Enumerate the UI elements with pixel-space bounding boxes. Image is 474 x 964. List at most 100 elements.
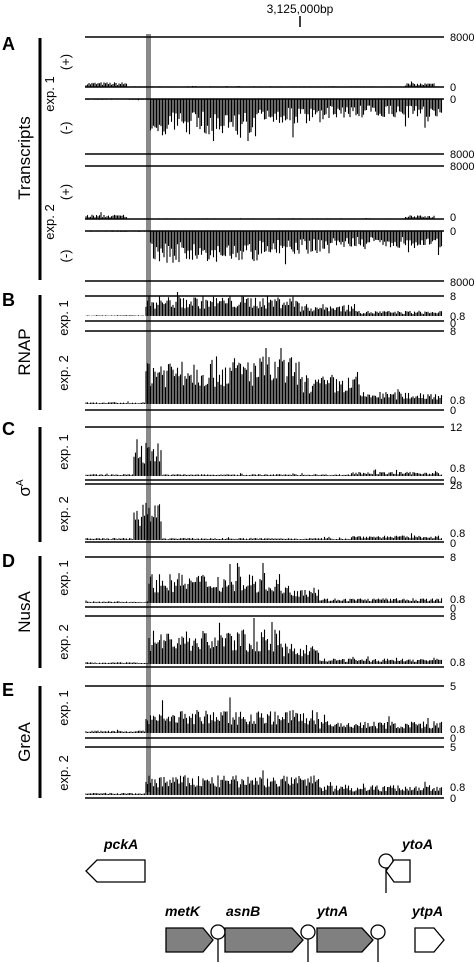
terminator-icon: [370, 924, 386, 940]
scale-top: 0: [450, 94, 456, 106]
exp-label-a1: exp. 1: [42, 76, 57, 111]
gene-arrow: [85, 859, 146, 883]
signal-bars-d-exp1: [85, 563, 443, 603]
gene-label: ytoA: [401, 836, 433, 852]
scale-top: 12: [450, 422, 462, 434]
group-label-nusa: NusA: [15, 591, 34, 633]
scale-top: 0: [450, 226, 456, 238]
group-label-transcripts: Transcripts: [15, 116, 34, 199]
scale-mid: 0.8: [450, 463, 465, 475]
track-a-exp1-plus: 8000 0 (+): [58, 32, 474, 94]
scale-top: 8000: [450, 161, 474, 173]
signal-bars: [85, 770, 443, 795]
signal-bars-c-exp1: [85, 439, 443, 476]
signal-bars-e-exp2: [85, 770, 443, 795]
track-b-exp1: 8 0.8 0 exp. 1: [56, 291, 465, 336]
sigma-superscript: A: [15, 479, 26, 486]
gene-label: asnB: [226, 903, 260, 919]
scale-top: 8: [450, 611, 456, 623]
signal-bars: [85, 212, 443, 219]
exp-label-a2: exp. 2: [42, 204, 57, 239]
exp-label: exp. 1: [56, 300, 71, 335]
scale-top: 5: [450, 681, 456, 693]
panel-letter-c: C: [2, 419, 15, 439]
terminator-icon: [210, 924, 226, 940]
exp-label: exp. 2: [56, 624, 71, 659]
signal-bars: [85, 81, 443, 87]
scale-bottom: 0: [450, 538, 456, 550]
signal-bars: [85, 99, 443, 141]
scale-mid: 0.8: [450, 724, 465, 736]
signal-bars: [85, 697, 443, 733]
track-b-exp2: 8 0.8 0 exp. 2: [56, 326, 465, 417]
signal-bars-a-exp2-minus: [85, 231, 443, 265]
scale-mid: 0.8: [450, 657, 465, 669]
coordinate-label: 3,125,000bp: [267, 2, 334, 16]
scale-top: 8000: [450, 32, 474, 44]
exp-label: exp. 1: [56, 434, 71, 469]
gene-arrow: [414, 927, 445, 953]
signal-bars-d-exp2: [85, 618, 443, 664]
gene-arrow: [224, 927, 304, 953]
strand-label: (-): [58, 250, 73, 263]
scale-mid: 0.8: [450, 594, 465, 606]
scale-bottom: 0: [450, 475, 456, 487]
scale-mid: 0.8: [450, 782, 465, 794]
scale-top: 8: [450, 291, 456, 303]
scale-top: 8: [450, 326, 456, 338]
gene-arrow: [165, 927, 214, 953]
gene-label: pckA: [103, 836, 138, 852]
signal-bars: [85, 439, 443, 476]
exp-label: exp. 1: [56, 560, 71, 595]
terminator-icon: [300, 924, 316, 940]
signal-bars-a-exp1-plus: [85, 81, 443, 87]
scale-bottom: 0: [450, 733, 456, 745]
gene-ytpa: ytpA: [411, 903, 445, 953]
group-label-sigma: σA: [15, 479, 34, 497]
signal-bars: [85, 563, 443, 603]
scale-bottom: 0: [450, 212, 456, 224]
highlight-line: [146, 34, 151, 792]
strand-label: (-): [58, 122, 73, 135]
scale-top: 28: [450, 480, 462, 492]
track-a-exp2-plus: 8000 0 (+): [58, 161, 474, 224]
gene-label: metK: [165, 903, 201, 919]
signal-bars-a-exp2-plus: [85, 212, 443, 219]
signal-bars-a-exp1-minus: [85, 99, 443, 141]
strand-label: (+): [58, 54, 73, 70]
gene-label: ytnA: [316, 903, 348, 919]
scale-bottom: 0: [450, 405, 456, 417]
exp-label: exp. 1: [56, 690, 71, 725]
track-c-exp2: 28 0.8 0 exp. 2: [56, 480, 465, 550]
gene-arrow: [316, 927, 374, 953]
exp-label: exp. 2: [56, 755, 71, 790]
signal-bars: [85, 618, 443, 664]
sigma-symbol: σ: [15, 486, 34, 497]
scale-top: 5: [450, 742, 456, 754]
scale-top: 8: [450, 552, 456, 564]
track-d-exp1: 8 0.8 0 exp. 1: [56, 552, 465, 615]
scale-mid: 0.8: [450, 528, 465, 540]
group-label-rnap: RNAP: [15, 328, 34, 375]
panel-letter-e: E: [2, 680, 14, 700]
gene-label: ytpA: [411, 903, 443, 919]
strand-label: (+): [58, 184, 73, 200]
scale-bottom: 0: [450, 82, 456, 94]
exp-label: exp. 2: [56, 496, 71, 531]
gene-metk: metK: [165, 903, 226, 962]
panel-letter-b: B: [2, 290, 15, 310]
gene-ytna: ytnA: [316, 903, 386, 962]
gene-pcka: pckA: [85, 836, 146, 883]
group-label-grea: GreA: [15, 722, 34, 762]
scale-bottom: 0: [450, 318, 456, 330]
signal-bars-c-exp2: [85, 502, 443, 540]
signal-bars-b-exp2: [85, 348, 443, 404]
panel-letter-a: A: [2, 34, 15, 54]
signal-bars-e-exp1: [85, 697, 443, 733]
track-c-exp1: 12 0.8 0 exp. 1: [56, 422, 465, 487]
signal-bars-b-exp1: [85, 292, 443, 316]
scale-bottom: 0: [450, 793, 456, 805]
exp-label: exp. 2: [56, 355, 71, 390]
panel-letter-d: D: [2, 551, 15, 571]
